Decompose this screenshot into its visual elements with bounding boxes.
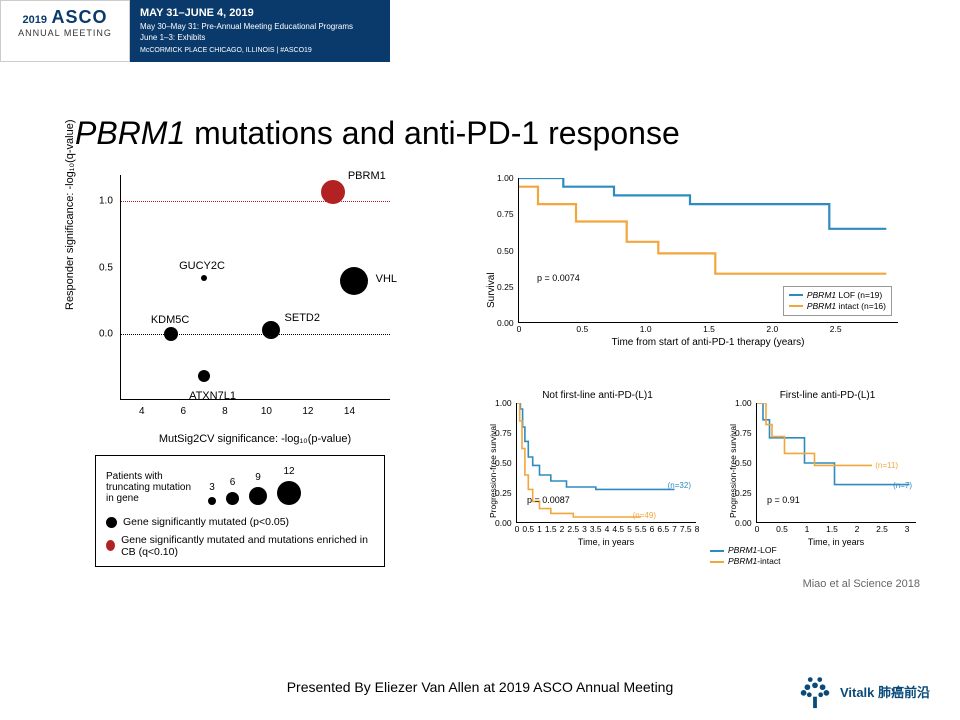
slide-title: PBRM1 mutations and anti-PD-1 response bbox=[75, 115, 680, 152]
banner-left: 2019 ASCO ANNUAL MEETING bbox=[0, 0, 130, 62]
bubble-label: ATXN7L1 bbox=[189, 390, 236, 402]
legend-row-black: Gene significantly mutated (p<0.05) bbox=[106, 515, 374, 531]
legend-row-red: Gene significantly mutated and mutations… bbox=[106, 534, 374, 558]
km-main-plot: 0.000.250.500.751.0000.51.01.52.02.5p = … bbox=[518, 178, 898, 323]
legend-row2-text: Gene significantly mutated and mutations… bbox=[121, 534, 374, 558]
km-br-ylabel: Progression-free survival bbox=[728, 424, 738, 518]
km-bl-title: Not first-line anti-PD-(L)1 bbox=[490, 390, 705, 401]
banner-loc: McCORMICK PLACE CHICAGO, ILLINOIS | #ASC… bbox=[140, 46, 380, 55]
km-bl-ylabel: Progression-free survival bbox=[488, 424, 498, 518]
asco-banner: 2019 ASCO ANNUAL MEETING MAY 31–JUNE 4, … bbox=[0, 0, 390, 62]
bubble-SETD2 bbox=[262, 321, 280, 339]
scatter-legend: Patients with truncating mutation in gen… bbox=[95, 455, 385, 567]
title-italic: PBRM1 bbox=[75, 115, 185, 151]
km-bl-plot: 0.000.250.500.751.0000.511.522.533.544.5… bbox=[516, 403, 696, 523]
scatter-chart: Responder significance: -log₁₀(q-value) … bbox=[75, 175, 410, 445]
bubble-PBRM1 bbox=[321, 180, 345, 204]
banner-year: 2019 bbox=[23, 14, 47, 26]
banner-line2: June 1–3: Exhibits bbox=[140, 33, 380, 43]
legend-row1-text: Gene significantly mutated (p<0.05) bbox=[123, 515, 289, 531]
km-main-xlabel: Time from start of anti-PD-1 therapy (ye… bbox=[518, 337, 898, 348]
km-bottom-left: Not first-line anti-PD-(L)1 Progression-… bbox=[490, 390, 705, 547]
scatter-xlabel: MutSig2CV significance: -log₁₀(p-value) bbox=[120, 433, 390, 445]
banner-dates: MAY 31–JUNE 4, 2019 bbox=[140, 6, 380, 20]
legend-size-label: Patients with truncating mutation in gen… bbox=[106, 471, 196, 504]
bubble-KDM5C bbox=[164, 327, 178, 341]
bubble-ATXN7L1 bbox=[198, 370, 210, 382]
bubble-label: VHL bbox=[376, 273, 397, 285]
banner-line1: May 30–May 31: Pre-Annual Meeting Educat… bbox=[140, 22, 380, 32]
citation: Miao et al Science 2018 bbox=[803, 578, 920, 590]
km-main-ylabel: Survival bbox=[486, 272, 497, 308]
bubble-VHL bbox=[340, 267, 368, 295]
km-br-plot: 0.000.250.500.751.0000.511.522.53p = 0.9… bbox=[756, 403, 916, 523]
bubble-label: GUCY2C bbox=[179, 260, 225, 272]
vitalk-logo: Vitalk 肺癌前沿 bbox=[796, 672, 930, 710]
vitalk-text: Vitalk 肺癌前沿 bbox=[840, 682, 930, 701]
bubble-label: SETD2 bbox=[285, 312, 320, 324]
scatter-ylabel: Responder significance: -log₁₀(q-value) bbox=[64, 120, 76, 310]
km-br-title: First-line anti-PD-(L)1 bbox=[730, 390, 925, 401]
bubble-label: PBRM1 bbox=[348, 170, 386, 182]
scatter-plot-area: 0.00.51.0468101214PBRM1VHLGUCY2CSETD2KDM… bbox=[120, 175, 390, 400]
km-bl-xlabel: Time, in years bbox=[516, 537, 696, 547]
banner-right: MAY 31–JUNE 4, 2019 May 30–May 31: Pre-A… bbox=[130, 0, 390, 62]
tree-icon bbox=[796, 672, 834, 710]
banner-subtitle: ANNUAL MEETING bbox=[5, 28, 125, 38]
bubble-GUCY2C bbox=[201, 275, 207, 281]
bubble-label: KDM5C bbox=[151, 314, 190, 326]
legend-size-row: Patients with truncating mutation in gen… bbox=[106, 464, 374, 511]
km-bottom-right: First-line anti-PD-(L)1 Progression-free… bbox=[730, 390, 925, 547]
title-plain: mutations and anti-PD-1 response bbox=[185, 115, 679, 151]
km-small-legend: PBRM1-LOFPBRM1-intact bbox=[710, 545, 780, 567]
banner-org: ASCO bbox=[51, 7, 107, 27]
km-main: Survival 0.000.250.500.751.0000.51.01.52… bbox=[490, 178, 910, 348]
